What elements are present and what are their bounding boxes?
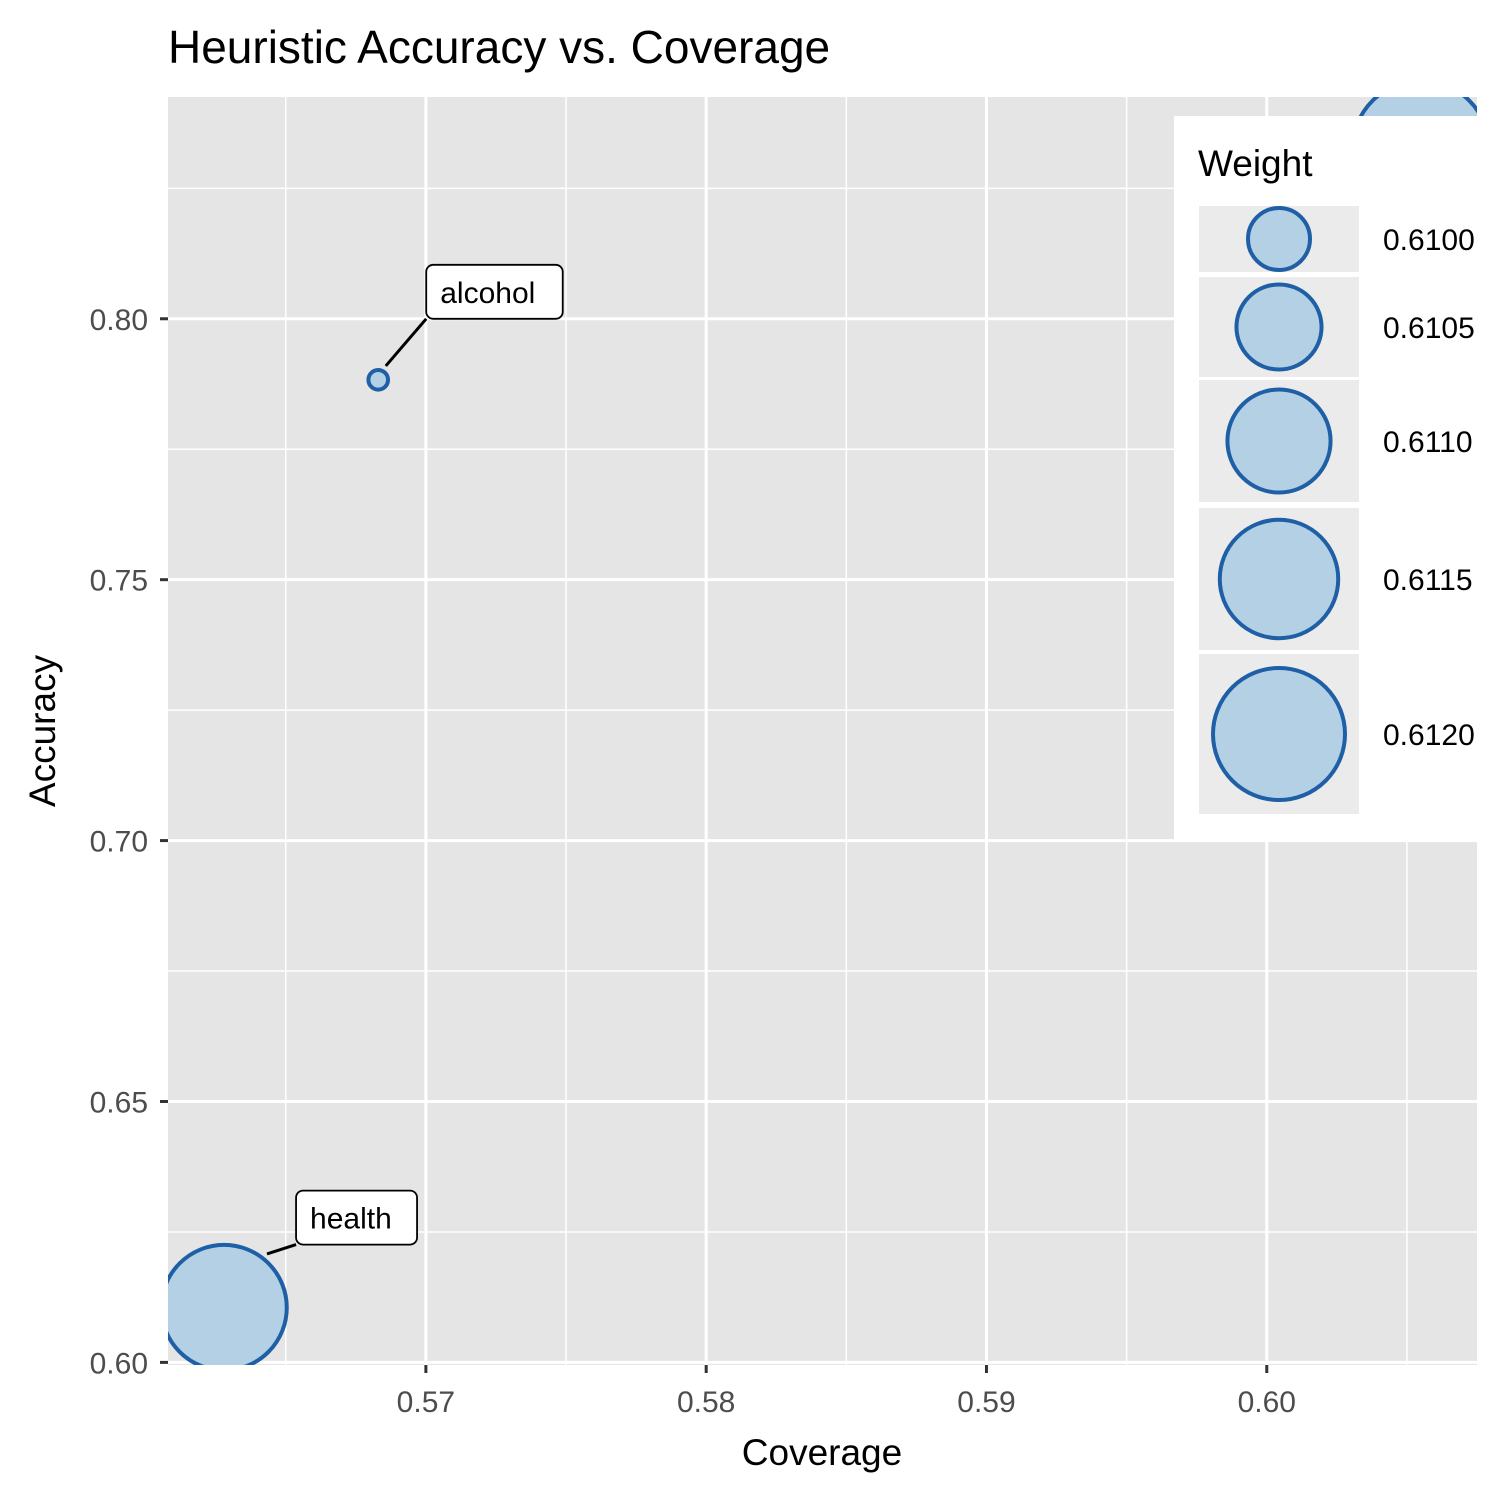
annotation-leader [266,1243,297,1256]
y-tick-label: 0.70 [90,826,148,859]
y-tick-label: 0.65 [90,1086,148,1119]
x-tick-label: 0.59 [957,1386,1015,1419]
legend-key-label: 0.6110 [1383,426,1473,459]
legend-key-label: 0.6105 [1383,312,1475,345]
annotation-label: alcohol [440,277,535,310]
data-point [168,1242,289,1365]
data-point [366,368,391,392]
y-axis-title: Accuracy [22,654,63,807]
legend-key-label: 0.6120 [1383,719,1475,752]
legend-key-circle [1217,517,1341,641]
annotation-leader [384,317,428,367]
annotation-box [295,1189,418,1246]
point-annotations: alcohol health [266,263,564,1256]
x-tick-label: 0.60 [1238,1386,1296,1419]
annotation-label: health [310,1203,392,1236]
chart-title: Heuristic Accuracy vs. Coverage [168,21,830,73]
annotation-box [425,263,564,320]
axes: 0.57 0.58 0.59 0.60 0.60 0.65 0.70 0.75 0.80 [90,304,1296,1419]
x-axis-title: Coverage [742,1432,902,1473]
legend-title: Weight [1198,143,1313,184]
legend-key-circle [1234,282,1324,372]
y-tick-label: 0.75 [90,565,148,598]
annotation-health: health [266,1189,418,1256]
y-tick-label: 0.80 [90,304,148,337]
legend-key-circle [1246,206,1312,272]
legend-key-label: 0.6115 [1383,564,1473,597]
annotation-alcohol: alcohol [384,263,564,367]
legend-key-circle [1225,387,1333,495]
x-tick-label: 0.58 [677,1386,735,1419]
y-tick-label: 0.60 [90,1347,148,1380]
legend-key-circle [1211,666,1347,802]
x-tick-label: 0.57 [397,1386,455,1419]
legend-key-label: 0.6100 [1383,224,1475,257]
size-legend: Weight 0.6100 0.6105 0.6110 0.6115 0.6120 [1174,116,1500,842]
